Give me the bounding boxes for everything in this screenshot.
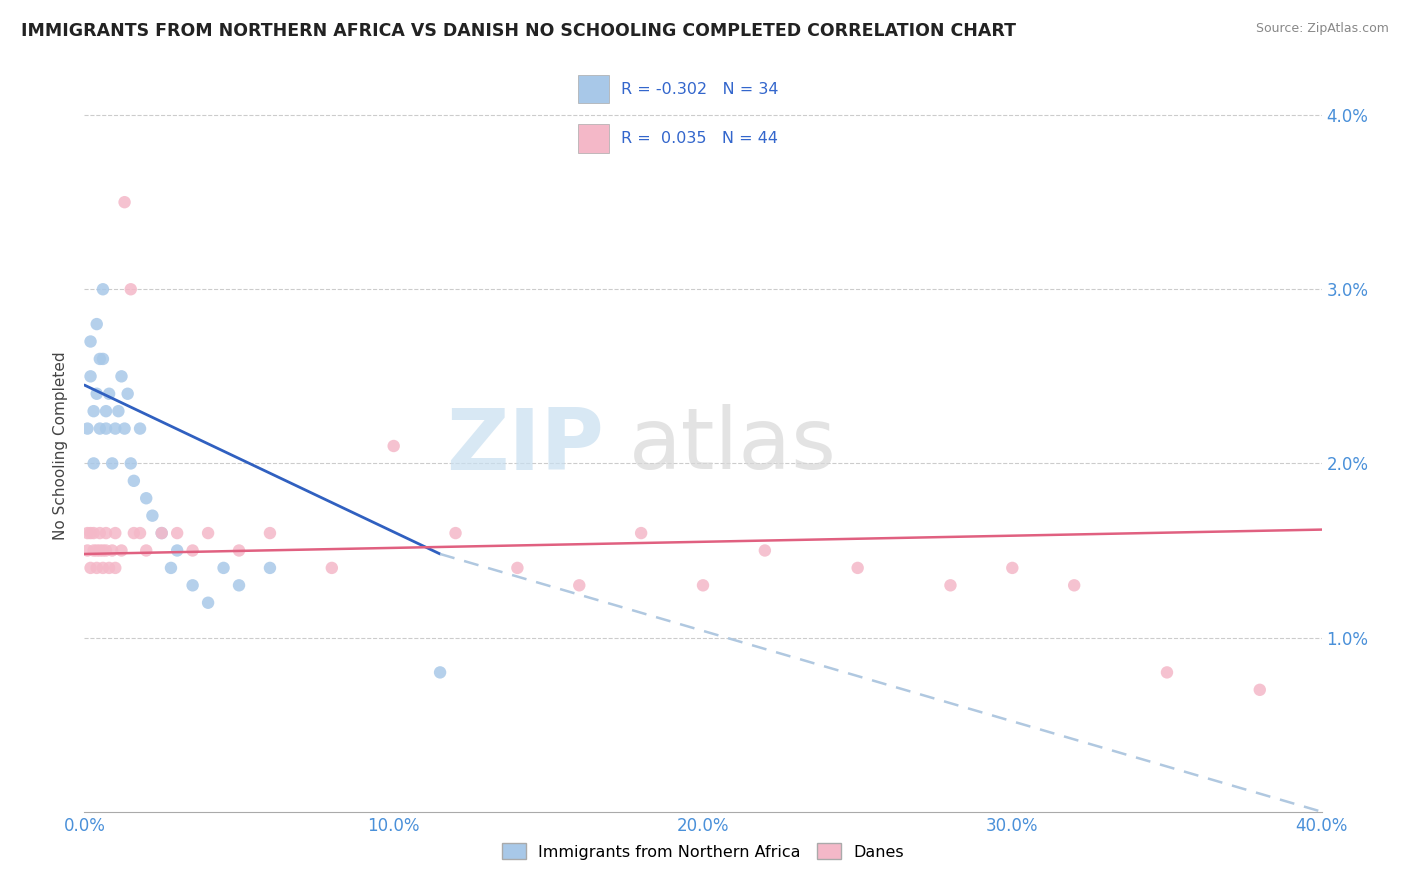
Point [104,421,127,435]
Point [212,561,235,575]
Point [94,543,117,558]
Point [197,596,219,610]
FancyBboxPatch shape [578,124,609,153]
Point [382,439,405,453]
Point [94,404,117,418]
Point [181,543,204,558]
Point [76,543,98,558]
Point [79,369,101,384]
Point [91,543,114,558]
Point [129,421,152,435]
Point [117,386,139,401]
Point [160,561,183,575]
Point [754,543,776,558]
Point [197,526,219,541]
Point [429,665,451,680]
Point [135,543,157,558]
Point [86,543,108,558]
Point [83,457,105,471]
Point [91,282,114,296]
Point [98,561,121,575]
Point [94,526,117,541]
Point [1001,561,1024,575]
Point [321,561,343,575]
Text: Source: ZipAtlas.com: Source: ZipAtlas.com [1256,22,1389,36]
Text: R = -0.302   N = 34: R = -0.302 N = 34 [621,81,779,96]
Point [79,526,101,541]
Point [181,578,204,592]
Point [91,351,114,366]
Text: ZIP: ZIP [446,404,605,488]
FancyBboxPatch shape [578,75,609,103]
Text: atlas: atlas [628,404,837,488]
Point [122,526,145,541]
Point [166,526,188,541]
Text: IMMIGRANTS FROM NORTHERN AFRICA VS DANISH NO SCHOOLING COMPLETED CORRELATION CHA: IMMIGRANTS FROM NORTHERN AFRICA VS DANIS… [21,22,1017,40]
Y-axis label: No Schooling Completed: No Schooling Completed [53,351,69,541]
Point [110,543,132,558]
Point [101,457,124,471]
Point [86,386,108,401]
Text: R =  0.035   N = 44: R = 0.035 N = 44 [621,131,778,146]
Point [98,386,121,401]
Point [259,561,281,575]
Point [76,526,98,541]
Point [83,404,105,418]
Point [79,334,101,349]
Point [135,491,157,506]
Point [120,282,142,296]
Point [86,561,108,575]
Point [939,578,962,592]
Point [110,369,132,384]
Point [630,526,652,541]
Point [141,508,163,523]
Point [1156,665,1178,680]
Point [104,526,127,541]
Point [79,561,101,575]
Point [89,543,111,558]
Point [129,526,152,541]
Point [150,526,173,541]
Point [94,421,117,435]
Point [444,526,467,541]
Point [101,543,124,558]
Point [114,421,136,435]
Point [83,526,105,541]
Point [259,526,281,541]
Point [120,457,142,471]
Point [228,578,250,592]
Point [76,421,98,435]
Point [150,526,173,541]
Point [83,543,105,558]
Point [846,561,869,575]
Point [89,526,111,541]
Point [1063,578,1085,592]
Point [86,317,108,331]
Point [91,561,114,575]
Point [692,578,714,592]
Legend: Immigrants from Northern Africa, Danes: Immigrants from Northern Africa, Danes [495,837,911,866]
Point [506,561,529,575]
Point [114,195,136,210]
Point [568,578,591,592]
Point [89,351,111,366]
Point [166,543,188,558]
Point [89,421,111,435]
Point [228,543,250,558]
Point [122,474,145,488]
Point [1249,682,1271,697]
Point [107,404,129,418]
Point [104,561,127,575]
